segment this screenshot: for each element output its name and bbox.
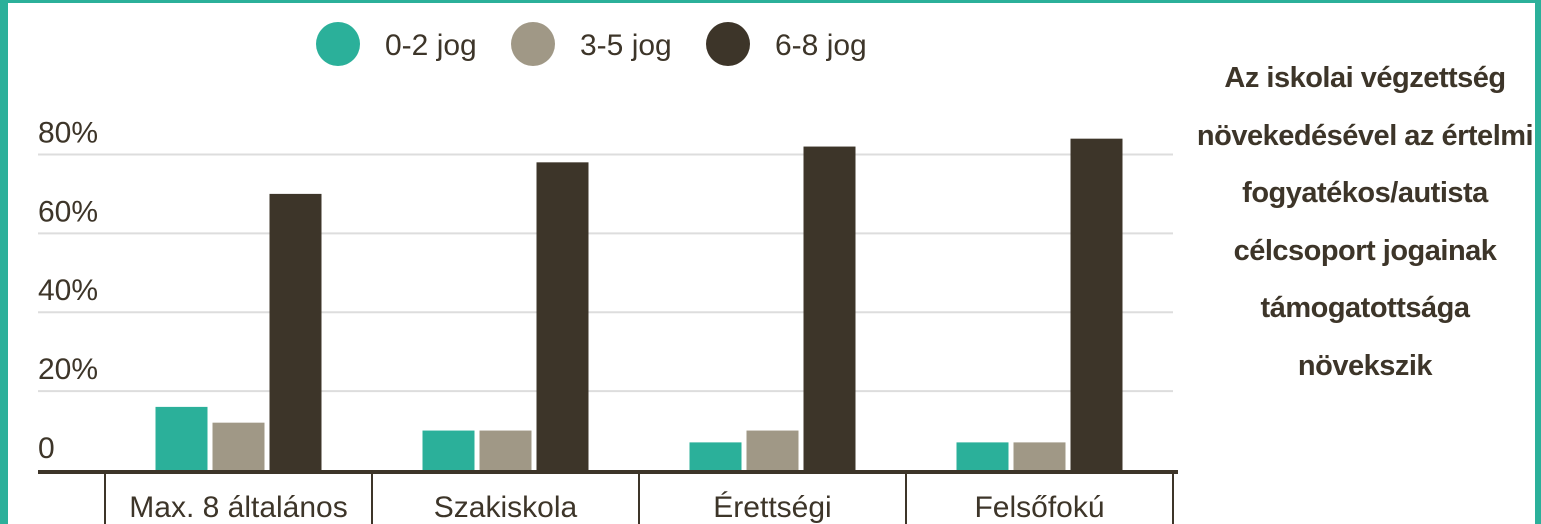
x-tick-label: Felsőfokú <box>974 491 1104 524</box>
bar <box>956 442 1009 470</box>
bar <box>479 430 532 470</box>
bar <box>689 442 742 470</box>
legend-label: 3-5 jog <box>580 29 672 62</box>
y-tick-label: 60% <box>38 195 98 228</box>
bar <box>212 422 265 470</box>
x-tick-label: Érettségi <box>713 491 831 524</box>
bar <box>155 406 208 470</box>
x-tick-label: Szakiskola <box>434 491 578 524</box>
legend-swatch <box>316 22 360 66</box>
annotation: Az iskolai végzettség növekedésével az é… <box>1196 62 1534 382</box>
right-border <box>1535 0 1541 524</box>
bar <box>536 162 589 471</box>
bar <box>269 193 322 470</box>
top-border <box>0 0 1541 3</box>
bar <box>803 146 856 471</box>
y-tick-label: 20% <box>38 353 98 386</box>
left-border <box>0 0 8 524</box>
bar <box>746 430 799 470</box>
legend-swatch <box>706 22 750 66</box>
bar <box>422 430 475 470</box>
x-tick-label: Max. 8 általános <box>129 491 347 524</box>
y-tick-label: 0 <box>38 432 55 465</box>
legend-label: 0-2 jog <box>385 29 477 62</box>
legend-label: 6-8 jog <box>775 29 867 62</box>
y-tick-label: 80% <box>38 116 98 149</box>
y-tick-label: 40% <box>38 274 98 307</box>
bar <box>1013 442 1066 470</box>
bar <box>1070 138 1123 470</box>
legend-swatch <box>511 22 555 66</box>
